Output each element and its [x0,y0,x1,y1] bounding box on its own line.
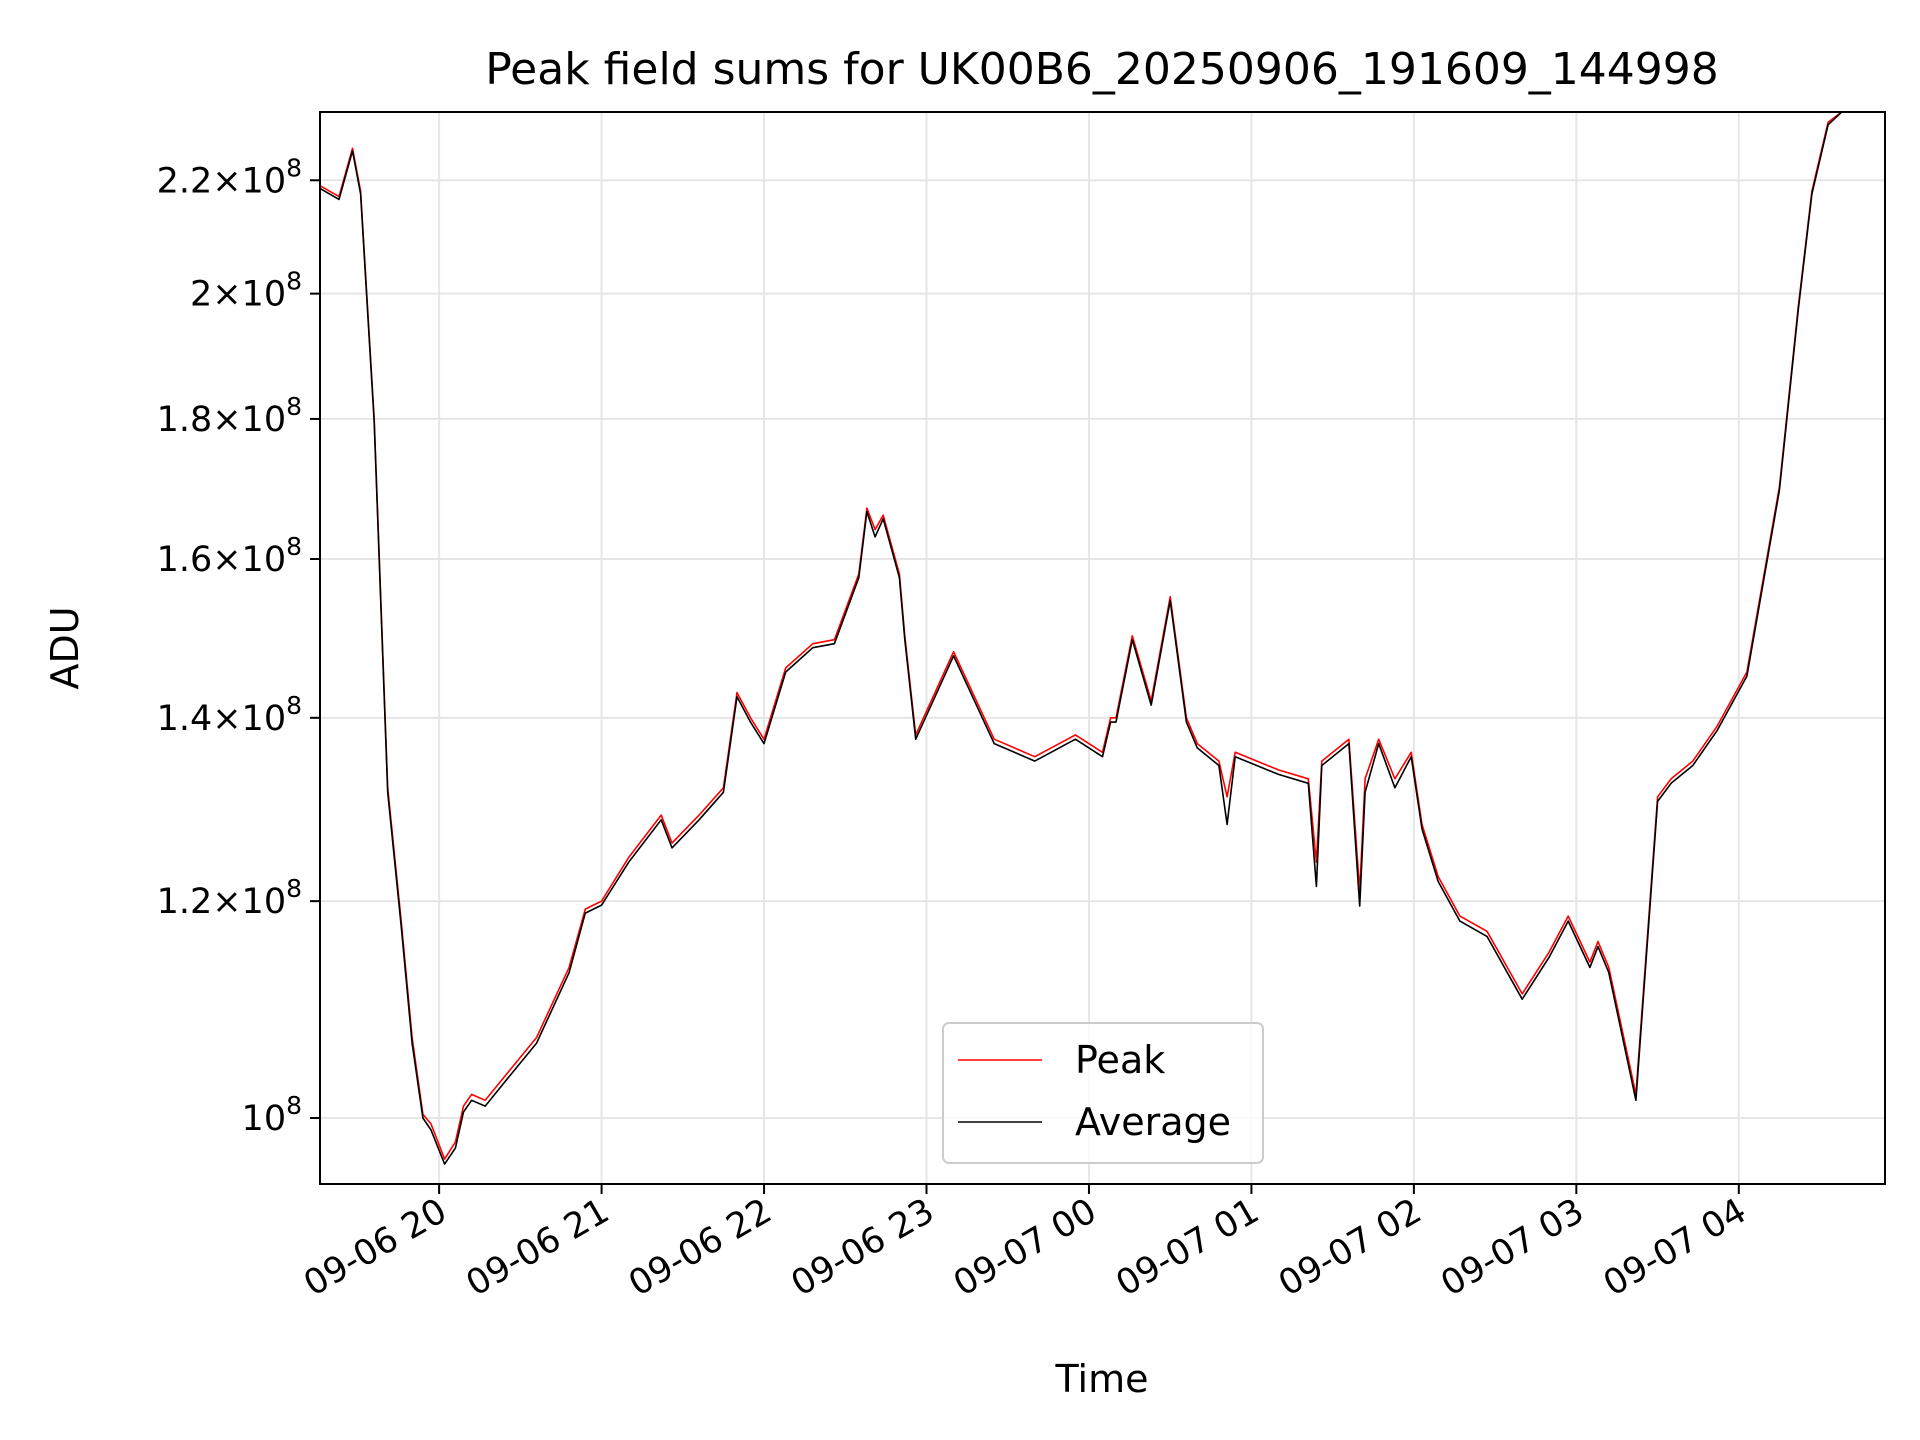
series-line-peak [320,112,1856,1160]
legend-box [942,1022,1264,1164]
legend: Peak Average [942,1022,1264,1164]
plot-frame [319,111,1886,1185]
y-tick-label: 2.2×108 [157,153,302,201]
legend-label-peak: Peak [1075,1038,1165,1082]
chart-title: Peak field sums for UK00B6_20250906_1916… [485,44,1719,95]
y-tick-label: 2×108 [190,267,302,315]
series-layer [320,112,1856,1165]
y-tick-label: 1.4×108 [157,691,302,739]
y-tick-label: 1.2×108 [157,874,302,922]
series-line-average [320,112,1856,1165]
y-tick-label: 1.6×108 [157,532,302,580]
legend-label-average: Average [1075,1100,1231,1144]
x-axis-label: Time [1055,1357,1149,1401]
grid [320,112,1885,1184]
y-axis: 108 1.2×108 1.4×108 1.6×108 1.8×108 2×108 2.2×… [157,153,320,1139]
y-axis-label: ADU [43,606,87,689]
y-tick-label: 1.8×108 [157,392,302,440]
y-tick-label: 108 [242,1091,302,1139]
